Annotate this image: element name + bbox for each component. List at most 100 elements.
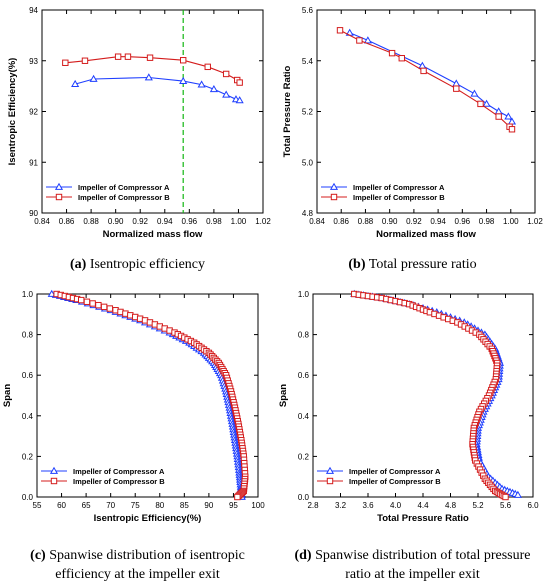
y-tick-label: 91 bbox=[29, 158, 38, 167]
y-tick-label: 5.0 bbox=[302, 158, 314, 167]
x-tick-label: 0.94 bbox=[430, 217, 446, 226]
data-point bbox=[470, 89, 479, 97]
data-point bbox=[100, 303, 108, 311]
y-tick-label: 0.0 bbox=[22, 493, 34, 502]
data-point bbox=[477, 100, 484, 108]
x-tick-label: 0.96 bbox=[455, 217, 471, 226]
y-tick-label: 94 bbox=[29, 6, 38, 15]
x-tick-label: 5.6 bbox=[500, 501, 512, 510]
chart-1: 0.84 0.86 0.88 0.90 0.92 0.94 0.96 0.98 1.00 1.02… bbox=[282, 6, 543, 240]
legend-label: Impeller of Compressor A bbox=[78, 183, 170, 192]
x-tick-label: 100 bbox=[251, 501, 265, 510]
y-tick-label: 0.2 bbox=[22, 452, 34, 461]
legend-label: Impeller of Compressor A bbox=[353, 183, 445, 192]
data-point bbox=[209, 84, 218, 93]
data-point bbox=[388, 49, 396, 57]
data-point bbox=[236, 79, 243, 86]
x-tick-label: 0.90 bbox=[382, 217, 398, 226]
caption-c: (c) Spanwise distribution of isentropic e… bbox=[30, 548, 245, 582]
data-point bbox=[71, 79, 80, 87]
data-point bbox=[81, 57, 89, 64]
y-axis-label: Isentropic Efficiency(%) bbox=[7, 58, 18, 166]
x-tick-label: 0.96 bbox=[182, 217, 198, 226]
y-tick-label: 5.6 bbox=[302, 6, 314, 15]
y-tick-label: 93 bbox=[29, 57, 38, 66]
x-tick-label: 3.6 bbox=[362, 501, 374, 510]
chart-2: 55 60 65 70 75 80 85 90 95 100 0.0 0.2 0.4 0.6 0.8 1.0 I… bbox=[2, 289, 265, 524]
x-tick-label: 55 bbox=[33, 501, 42, 510]
y-tick-label: 0.4 bbox=[298, 412, 310, 421]
y-tick-label: 4.8 bbox=[302, 209, 314, 218]
data-point bbox=[47, 289, 56, 297]
x-tick-label: 90 bbox=[204, 501, 213, 510]
data-point bbox=[363, 36, 372, 44]
x-axis-label: Normalized mass flow bbox=[103, 229, 203, 240]
x-tick-label: 0.84 bbox=[34, 217, 50, 226]
x-tick-label: 4.8 bbox=[445, 501, 457, 510]
legend-label: Impeller of Compressor B bbox=[353, 193, 445, 202]
data-point bbox=[114, 53, 122, 60]
x-tick-label: 75 bbox=[131, 501, 140, 510]
y-tick-label: 0.2 bbox=[298, 452, 310, 461]
data-point bbox=[452, 79, 461, 87]
data-point bbox=[146, 54, 154, 61]
y-tick-label: 0.6 bbox=[298, 371, 310, 380]
chart-3: 2.8 3.2 3.6 4.0 4.4 4.8 5.2 5.6 6.0 0.0 0.2 0.4 0.6 0… bbox=[278, 289, 539, 524]
data-point bbox=[89, 300, 96, 307]
caption-b: (b) Total pressure ratio bbox=[348, 257, 477, 272]
y-tick-label: 0.4 bbox=[22, 412, 34, 421]
x-tick-label: 0.92 bbox=[132, 217, 148, 226]
data-point bbox=[336, 27, 344, 34]
y-tick-label: 0.0 bbox=[298, 493, 310, 502]
x-tick-label: 0.98 bbox=[479, 217, 495, 226]
y-tick-label: 0.6 bbox=[22, 371, 34, 380]
data-point bbox=[83, 298, 91, 305]
x-tick-label: 4.4 bbox=[417, 501, 429, 510]
data-point bbox=[508, 126, 516, 133]
x-tick-label: 1.00 bbox=[503, 217, 519, 226]
data-point bbox=[504, 112, 513, 120]
data-point bbox=[494, 107, 503, 115]
data-point bbox=[356, 37, 363, 44]
series-line-b bbox=[65, 56, 241, 83]
x-tick-label: 0.90 bbox=[108, 217, 124, 226]
x-axis-label: Isentropic Efficiency(%) bbox=[94, 513, 202, 524]
legend-marker bbox=[50, 477, 58, 485]
x-tick-label: 4.0 bbox=[390, 501, 402, 510]
legend-marker bbox=[330, 193, 338, 201]
x-tick-label: 0.88 bbox=[358, 217, 374, 226]
x-axis-label: Total Pressure Ratio bbox=[377, 513, 469, 524]
data-point bbox=[62, 59, 69, 66]
legend-marker bbox=[326, 477, 334, 485]
y-axis-label: Span bbox=[2, 384, 13, 407]
x-tick-label: 0.94 bbox=[157, 217, 173, 226]
y-tick-label: 1.0 bbox=[22, 290, 34, 299]
chart-0: 0.84 0.86 0.88 0.90 0.92 0.94 0.96 0.98 1.00 1.02… bbox=[7, 6, 271, 240]
data-point bbox=[78, 296, 85, 304]
y-tick-label: 0.8 bbox=[298, 331, 310, 340]
y-tick-label: 5.4 bbox=[302, 57, 314, 66]
data-point bbox=[453, 85, 460, 92]
y-tick-label: 5.2 bbox=[302, 108, 314, 117]
legend-label: Impeller of Compressor B bbox=[349, 477, 441, 486]
data-point bbox=[502, 493, 509, 501]
x-axis-label: Normalized mass flow bbox=[376, 229, 476, 240]
data-point bbox=[495, 113, 502, 120]
x-tick-label: 70 bbox=[106, 501, 115, 510]
x-tick-label: 1.00 bbox=[231, 217, 247, 226]
data-point bbox=[235, 96, 244, 104]
y-axis-label: Span bbox=[278, 384, 289, 407]
legend-label: Impeller of Compressor B bbox=[78, 193, 170, 202]
y-tick-label: 92 bbox=[29, 108, 38, 117]
x-tick-label: 80 bbox=[155, 501, 164, 510]
x-tick-label: 5.2 bbox=[472, 501, 484, 510]
data-point bbox=[420, 67, 427, 75]
data-point bbox=[106, 305, 114, 312]
data-point bbox=[179, 76, 188, 84]
legend-label: Impeller of Compressor A bbox=[349, 467, 441, 476]
legend-marker bbox=[49, 466, 59, 474]
data-point bbox=[197, 80, 206, 88]
x-tick-label: 3.2 bbox=[335, 501, 347, 510]
data-point bbox=[89, 74, 98, 82]
